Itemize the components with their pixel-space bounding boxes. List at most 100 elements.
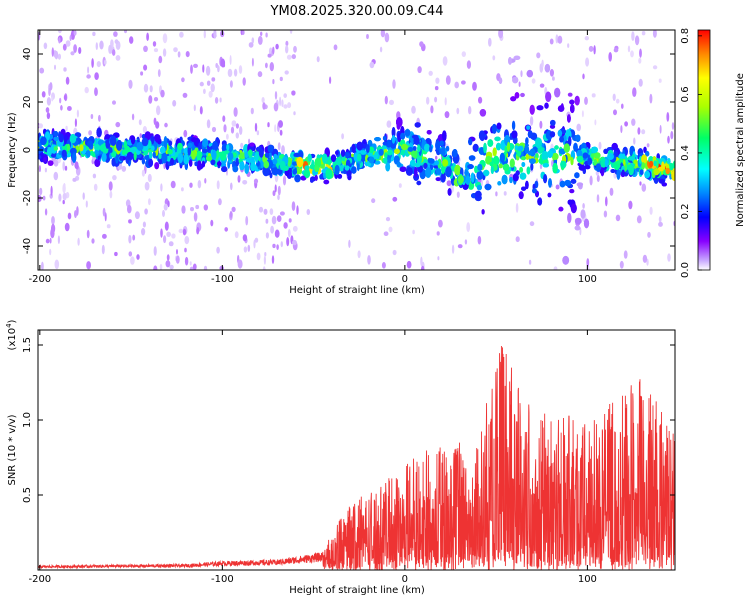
ridge-cell <box>527 150 534 156</box>
speckle-cell <box>104 59 107 65</box>
ridge-cell <box>247 149 253 156</box>
speckle-cell <box>82 192 85 200</box>
ridge-cell <box>111 157 116 167</box>
speckle-cell <box>166 231 171 237</box>
speckle-cell <box>38 165 42 173</box>
ridge-cell <box>492 147 497 157</box>
ridge-cell <box>40 136 47 146</box>
ridge-cell <box>189 159 193 167</box>
speckle-cell <box>148 198 151 206</box>
speckle-cell <box>73 44 77 53</box>
ridge-cell <box>210 159 216 166</box>
speckle-cell <box>271 255 275 264</box>
ridge-cell <box>582 152 589 159</box>
ridge-cell <box>232 165 239 173</box>
speckle-cell <box>598 141 602 150</box>
ridge-cell <box>442 130 447 142</box>
speckle-cell <box>256 252 261 261</box>
ridge-cell <box>141 137 149 147</box>
speckle-cell <box>164 221 169 231</box>
ridge-cell <box>441 145 446 157</box>
speckle-cell <box>153 48 159 53</box>
speckle-cell <box>555 34 559 44</box>
snr-plot-area <box>38 345 675 570</box>
speckle-cell <box>146 32 150 41</box>
speckle-cell <box>270 225 274 234</box>
ridge-cell <box>514 92 520 99</box>
ridge-cell <box>560 160 567 168</box>
speckle-cell <box>466 222 471 233</box>
speckle-cell <box>62 192 67 201</box>
ridge-cell <box>205 155 213 162</box>
speckle-cell <box>454 81 460 89</box>
speckle-cell <box>128 79 133 89</box>
speckle-cell <box>621 103 624 109</box>
speckle-cell <box>94 72 99 80</box>
speckle-cell <box>257 71 263 78</box>
speckle-cell <box>222 115 226 122</box>
ridge-cell <box>595 163 601 172</box>
speckle-cell <box>54 64 56 70</box>
ridge-cell <box>264 152 270 158</box>
ridge-cell <box>439 140 444 146</box>
speckle-cell <box>46 112 51 120</box>
colorbar-tick-label: 0.8 <box>680 28 691 44</box>
ridge-cell <box>569 188 575 194</box>
colorbar: 0.0 0.2 0.4 0.6 0.8 Normalized spectral ampl… <box>680 28 746 278</box>
speckle-cell <box>613 47 619 53</box>
speckle-cell <box>381 262 386 269</box>
speckle-cell <box>77 237 80 246</box>
speckle-cell <box>91 238 95 244</box>
speckle-cell <box>190 64 193 74</box>
speckle-cell <box>51 216 55 225</box>
snr-series-line <box>38 345 675 570</box>
speckle-cell <box>488 37 492 47</box>
ridge-cell <box>567 92 573 97</box>
speckle-cell <box>567 43 570 48</box>
ridge-cell <box>407 146 414 152</box>
ridge-cell <box>524 145 530 154</box>
ridge-cell <box>574 95 580 106</box>
speckle-cell <box>203 204 208 211</box>
ridge-cell <box>194 161 198 167</box>
ridge-cell <box>191 150 196 160</box>
ridge-cell <box>154 134 161 142</box>
speckle-cell <box>292 225 298 232</box>
ridge-cell <box>559 180 566 188</box>
speckle-cell <box>584 36 589 41</box>
speckle-cell <box>392 249 397 256</box>
speckle-cell <box>472 81 477 91</box>
colorbar-tick-label: 0.2 <box>680 204 691 220</box>
speckle-cell <box>92 173 97 179</box>
speckle-cell <box>392 79 396 89</box>
ridge-cell <box>245 157 252 163</box>
ridge-cell <box>477 163 483 171</box>
speckle-cell <box>292 239 297 246</box>
ridge-cell <box>544 102 549 109</box>
ridge-cell <box>425 167 432 178</box>
speckle-cell <box>57 235 61 244</box>
ridge-cell <box>292 168 298 175</box>
ridge-cell <box>296 156 304 168</box>
ridge-cell <box>511 120 516 131</box>
speckle-cell <box>101 244 105 255</box>
speckle-cell <box>193 212 198 222</box>
speckle-cell <box>213 30 217 39</box>
ridge-cell <box>658 178 665 184</box>
speckle-cell <box>392 196 398 202</box>
ridge-cell <box>568 136 572 147</box>
speckle-cell <box>253 178 259 184</box>
speckle-cell <box>633 137 636 145</box>
speckle-cell <box>159 263 163 270</box>
speckle-cell <box>223 124 227 133</box>
speckle-cell <box>203 265 208 270</box>
speckle-cell <box>444 111 450 119</box>
speckle-cell <box>204 178 207 184</box>
speckle-cell <box>94 87 98 97</box>
speckle-cell <box>276 215 282 223</box>
speckle-cell <box>160 89 165 98</box>
speckle-cell <box>85 200 88 208</box>
speckle-cell <box>113 31 118 37</box>
ridge-cell <box>374 151 379 159</box>
speckle-cell <box>435 155 438 160</box>
